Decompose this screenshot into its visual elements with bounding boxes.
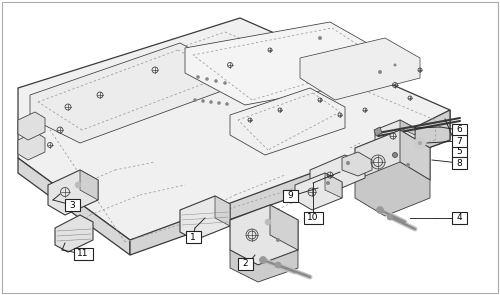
Polygon shape	[300, 38, 420, 100]
Circle shape	[378, 70, 382, 74]
Polygon shape	[374, 127, 382, 136]
Circle shape	[75, 182, 81, 188]
Polygon shape	[18, 112, 45, 140]
Polygon shape	[295, 173, 342, 210]
Circle shape	[217, 101, 221, 105]
Polygon shape	[180, 196, 230, 240]
FancyBboxPatch shape	[282, 190, 298, 202]
FancyBboxPatch shape	[238, 258, 252, 270]
Polygon shape	[355, 130, 430, 198]
Polygon shape	[30, 43, 230, 143]
Circle shape	[205, 77, 209, 81]
Polygon shape	[355, 110, 450, 175]
FancyBboxPatch shape	[452, 124, 466, 136]
Circle shape	[394, 63, 396, 66]
Circle shape	[275, 262, 281, 268]
Text: 3: 3	[69, 201, 75, 209]
Polygon shape	[230, 88, 345, 155]
Text: 10: 10	[307, 214, 319, 222]
Text: 2: 2	[242, 260, 248, 268]
FancyBboxPatch shape	[304, 212, 322, 224]
Polygon shape	[18, 158, 130, 255]
Polygon shape	[185, 22, 390, 105]
Polygon shape	[55, 215, 93, 252]
Polygon shape	[355, 162, 430, 216]
FancyBboxPatch shape	[452, 135, 466, 147]
Circle shape	[318, 36, 322, 40]
Circle shape	[265, 219, 271, 225]
Circle shape	[387, 214, 393, 220]
Circle shape	[201, 99, 205, 103]
FancyBboxPatch shape	[64, 199, 80, 211]
Text: 11: 11	[77, 250, 89, 258]
Polygon shape	[400, 130, 430, 180]
Text: 7: 7	[456, 137, 462, 145]
Circle shape	[406, 163, 410, 167]
FancyBboxPatch shape	[452, 157, 466, 169]
Polygon shape	[310, 155, 365, 193]
Circle shape	[214, 79, 218, 83]
Text: 4: 4	[456, 214, 462, 222]
Circle shape	[196, 75, 200, 79]
Circle shape	[209, 100, 213, 104]
Polygon shape	[400, 120, 415, 135]
Circle shape	[193, 98, 197, 102]
Circle shape	[260, 256, 266, 263]
Circle shape	[225, 102, 229, 106]
Polygon shape	[48, 170, 98, 215]
Circle shape	[376, 206, 384, 214]
Circle shape	[392, 153, 398, 158]
Circle shape	[346, 161, 350, 165]
Polygon shape	[230, 205, 298, 265]
Circle shape	[414, 137, 426, 148]
Circle shape	[223, 81, 227, 85]
Polygon shape	[215, 196, 230, 226]
Polygon shape	[375, 120, 415, 152]
FancyBboxPatch shape	[74, 248, 92, 260]
Text: 8: 8	[456, 158, 462, 168]
Polygon shape	[18, 132, 45, 160]
Polygon shape	[130, 157, 355, 255]
Text: 6: 6	[456, 125, 462, 135]
Circle shape	[418, 141, 422, 145]
Polygon shape	[230, 250, 298, 282]
Polygon shape	[18, 18, 450, 240]
Circle shape	[276, 238, 280, 242]
FancyBboxPatch shape	[186, 231, 200, 243]
Polygon shape	[342, 152, 372, 176]
Text: 5: 5	[456, 148, 462, 157]
Polygon shape	[270, 205, 298, 250]
Text: 1: 1	[190, 232, 196, 242]
Polygon shape	[80, 170, 98, 200]
FancyBboxPatch shape	[452, 212, 466, 224]
Polygon shape	[325, 173, 342, 198]
FancyBboxPatch shape	[452, 146, 466, 158]
Circle shape	[326, 181, 330, 185]
Text: 9: 9	[287, 191, 293, 201]
